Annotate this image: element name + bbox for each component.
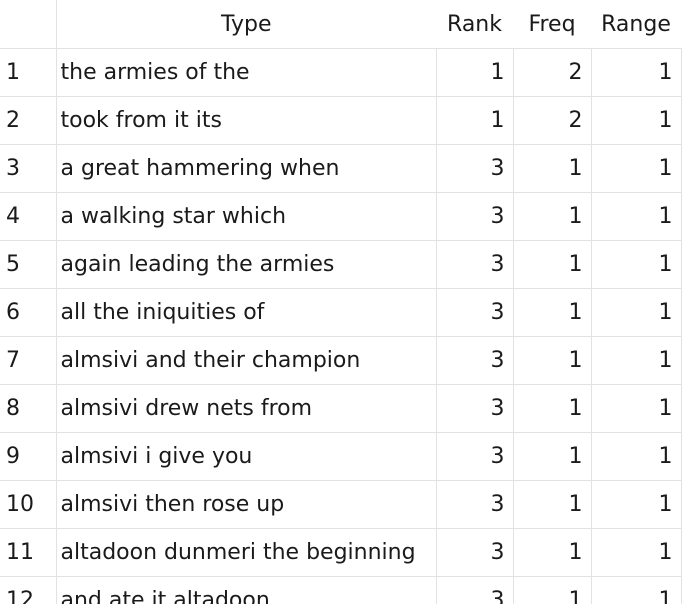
freq-cell[interactable]: 1 xyxy=(513,240,592,289)
type-cell[interactable]: all the iniquities of xyxy=(56,288,437,337)
row-index-cell[interactable]: 8 xyxy=(0,384,57,433)
table-row[interactable]: 5 again leading the armies 3 1 1 xyxy=(0,240,682,289)
row-index-cell[interactable]: 4 xyxy=(0,192,57,241)
header-row: Type Rank Freq Range xyxy=(0,0,681,49)
rank-cell[interactable]: 3 xyxy=(436,192,514,241)
row-index-cell[interactable]: 3 xyxy=(0,144,57,193)
freq-cell[interactable]: 1 xyxy=(513,288,592,337)
row-index-cell[interactable]: 6 xyxy=(0,288,57,337)
rank-cell[interactable]: 3 xyxy=(436,576,514,604)
row-index-cell[interactable]: 5 xyxy=(0,240,57,289)
table-row[interactable]: 6 all the iniquities of 3 1 1 xyxy=(0,288,682,337)
row-index-cell[interactable]: 2 xyxy=(0,96,57,145)
type-cell[interactable]: altadoon dunmeri the beginning xyxy=(56,528,437,577)
range-cell[interactable]: 1 xyxy=(591,96,682,145)
table-row[interactable]: 2 took from it its 1 2 1 xyxy=(0,96,682,145)
freq-cell[interactable]: 1 xyxy=(513,576,592,604)
rank-cell[interactable]: 1 xyxy=(436,96,514,145)
range-cell[interactable]: 1 xyxy=(591,144,682,193)
range-cell[interactable]: 1 xyxy=(591,384,682,433)
freq-cell[interactable]: 1 xyxy=(513,480,592,529)
range-cell[interactable]: 1 xyxy=(591,432,682,481)
row-index-header xyxy=(0,0,57,49)
freq-cell[interactable]: 1 xyxy=(513,528,592,577)
freq-cell[interactable]: 1 xyxy=(513,384,592,433)
freq-cell[interactable]: 1 xyxy=(513,336,592,385)
type-cell[interactable]: again leading the armies xyxy=(56,240,437,289)
rank-cell[interactable]: 3 xyxy=(436,336,514,385)
freq-cell[interactable]: 2 xyxy=(513,48,592,97)
range-cell[interactable]: 1 xyxy=(591,336,682,385)
row-index-cell[interactable]: 9 xyxy=(0,432,57,481)
column-header-rank[interactable]: Rank xyxy=(436,0,513,49)
table-row[interactable]: 1 the armies of the 1 2 1 xyxy=(0,48,682,97)
range-cell[interactable]: 1 xyxy=(591,528,682,577)
type-cell[interactable]: and ate it altadoon xyxy=(56,576,437,604)
type-cell[interactable]: a great hammering when xyxy=(56,144,437,193)
rank-cell[interactable]: 1 xyxy=(436,48,514,97)
type-cell[interactable]: almsivi then rose up xyxy=(56,480,437,529)
type-cell[interactable]: almsivi drew nets from xyxy=(56,384,437,433)
rank-cell[interactable]: 3 xyxy=(436,528,514,577)
row-index-cell[interactable]: 1 xyxy=(0,48,57,97)
freq-cell[interactable]: 1 xyxy=(513,144,592,193)
range-cell[interactable]: 1 xyxy=(591,48,682,97)
table-row[interactable]: 8 almsivi drew nets from 3 1 1 xyxy=(0,384,682,433)
table-body: 1 the armies of the 1 2 1 2 took from it its 1 2… xyxy=(0,48,682,604)
rank-cell[interactable]: 3 xyxy=(436,480,514,529)
range-cell[interactable]: 1 xyxy=(591,240,682,289)
row-index-cell[interactable]: 11 xyxy=(0,528,57,577)
freq-cell[interactable]: 1 xyxy=(513,432,592,481)
column-header-freq[interactable]: Freq xyxy=(513,0,591,49)
table-row[interactable]: 10 almsivi then rose up 3 1 1 xyxy=(0,480,682,529)
freq-cell[interactable]: 2 xyxy=(513,96,592,145)
column-header-range[interactable]: Range xyxy=(591,0,681,49)
type-cell[interactable]: almsivi i give you xyxy=(56,432,437,481)
range-cell[interactable]: 1 xyxy=(591,288,682,337)
rank-cell[interactable]: 3 xyxy=(436,288,514,337)
table-header: Type Rank Freq Range xyxy=(0,0,681,49)
rank-cell[interactable]: 3 xyxy=(436,144,514,193)
rank-cell[interactable]: 3 xyxy=(436,240,514,289)
column-header-type[interactable]: Type xyxy=(56,0,436,49)
rank-cell[interactable]: 3 xyxy=(436,384,514,433)
type-cell[interactable]: the armies of the xyxy=(56,48,437,97)
table-row[interactable]: 11 altadoon dunmeri the beginning 3 1 1 xyxy=(0,528,682,577)
range-cell[interactable]: 1 xyxy=(591,480,682,529)
range-cell[interactable]: 1 xyxy=(591,192,682,241)
type-cell[interactable]: a walking star which xyxy=(56,192,437,241)
freq-cell[interactable]: 1 xyxy=(513,192,592,241)
type-cell[interactable]: almsivi and their champion xyxy=(56,336,437,385)
table-row[interactable]: 9 almsivi i give you 3 1 1 xyxy=(0,432,682,481)
row-index-cell[interactable]: 10 xyxy=(0,480,57,529)
table-row[interactable]: 12 and ate it altadoon 3 1 1 xyxy=(0,576,682,604)
table-row[interactable]: 7 almsivi and their champion 3 1 1 xyxy=(0,336,682,385)
type-cell[interactable]: took from it its xyxy=(56,96,437,145)
rank-cell[interactable]: 3 xyxy=(436,432,514,481)
range-cell[interactable]: 1 xyxy=(591,576,682,604)
row-index-cell[interactable]: 7 xyxy=(0,336,57,385)
row-index-cell[interactable]: 12 xyxy=(0,576,57,604)
